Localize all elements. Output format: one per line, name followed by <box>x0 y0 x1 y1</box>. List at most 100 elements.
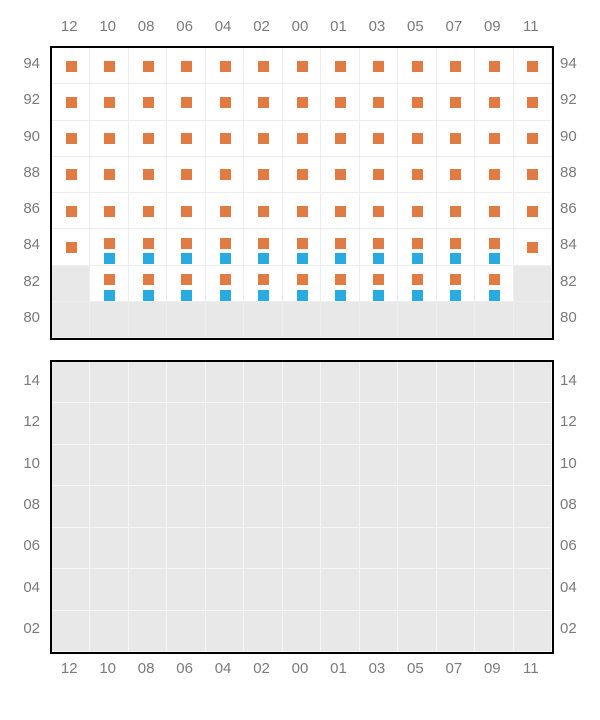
marker <box>527 169 538 180</box>
marker <box>143 169 154 180</box>
marker <box>181 169 192 180</box>
marker <box>104 290 115 301</box>
marker <box>297 206 308 217</box>
y-axis-label-right-bottom: 02 <box>560 620 600 637</box>
marker <box>104 61 115 72</box>
marker <box>258 253 269 264</box>
marker <box>104 133 115 144</box>
marker <box>143 97 154 108</box>
marker <box>335 274 346 285</box>
y-axis-label-left-bottom: 08 <box>0 496 40 513</box>
marker <box>66 97 77 108</box>
y-axis-label-left-bottom: 14 <box>0 372 40 389</box>
x-axis-label-top: 02 <box>244 18 280 35</box>
marker <box>220 290 231 301</box>
top-grid <box>50 46 554 340</box>
y-axis-label-left-bottom: 12 <box>0 413 40 430</box>
y-axis-label-right-top: 92 <box>560 91 600 108</box>
marker <box>335 97 346 108</box>
marker <box>220 274 231 285</box>
marker <box>335 238 346 249</box>
y-axis-label-right-bottom: 10 <box>560 455 600 472</box>
y-axis-label-left-bottom: 06 <box>0 537 40 554</box>
marker <box>450 133 461 144</box>
marker <box>489 274 500 285</box>
x-axis-label-bottom: 02 <box>244 660 280 677</box>
x-axis-label-top: 01 <box>320 18 356 35</box>
marker <box>335 290 346 301</box>
x-axis-label-bottom: 04 <box>205 660 241 677</box>
marker <box>220 169 231 180</box>
marker <box>258 206 269 217</box>
x-axis-label-bottom: 06 <box>167 660 203 677</box>
x-axis-label-bottom: 12 <box>51 660 87 677</box>
marker <box>489 97 500 108</box>
marker <box>489 290 500 301</box>
marker <box>258 133 269 144</box>
marker <box>104 97 115 108</box>
marker <box>143 290 154 301</box>
marker <box>258 238 269 249</box>
x-axis-label-bottom: 10 <box>90 660 126 677</box>
marker <box>297 253 308 264</box>
marker <box>412 253 423 264</box>
marker <box>104 253 115 264</box>
marker <box>450 290 461 301</box>
marker <box>373 97 384 108</box>
marker <box>143 206 154 217</box>
marker <box>489 61 500 72</box>
y-axis-label-right-top: 94 <box>560 55 600 72</box>
marker <box>297 61 308 72</box>
x-axis-label-bottom: 07 <box>436 660 472 677</box>
marker <box>373 274 384 285</box>
y-axis-label-left-bottom: 04 <box>0 579 40 596</box>
marker <box>297 274 308 285</box>
bottom-grid <box>50 360 554 654</box>
x-axis-label-bottom: 05 <box>397 660 433 677</box>
x-axis-label-top: 10 <box>90 18 126 35</box>
marker <box>412 290 423 301</box>
y-axis-label-left-top: 92 <box>0 91 40 108</box>
marker <box>450 253 461 264</box>
marker <box>450 61 461 72</box>
marker <box>66 206 77 217</box>
marker <box>450 169 461 180</box>
marker <box>258 274 269 285</box>
y-axis-label-left-top: 88 <box>0 164 40 181</box>
y-axis-label-right-bottom: 04 <box>560 579 600 596</box>
marker <box>143 133 154 144</box>
marker <box>181 253 192 264</box>
marker <box>527 97 538 108</box>
marker <box>143 253 154 264</box>
marker <box>258 169 269 180</box>
marker <box>335 169 346 180</box>
y-axis-label-left-top: 86 <box>0 200 40 217</box>
marker <box>181 290 192 301</box>
marker <box>104 169 115 180</box>
x-axis-label-top: 07 <box>436 18 472 35</box>
marker <box>335 133 346 144</box>
marker <box>450 274 461 285</box>
marker <box>527 61 538 72</box>
x-axis-label-top: 12 <box>51 18 87 35</box>
marker <box>220 238 231 249</box>
x-axis-label-top: 09 <box>474 18 510 35</box>
x-axis-label-bottom: 01 <box>320 660 356 677</box>
marker <box>373 238 384 249</box>
y-axis-label-left-bottom: 02 <box>0 620 40 637</box>
marker <box>220 61 231 72</box>
marker <box>373 290 384 301</box>
x-axis-label-top: 03 <box>359 18 395 35</box>
marker <box>527 206 538 217</box>
marker <box>258 61 269 72</box>
marker <box>220 97 231 108</box>
marker <box>489 238 500 249</box>
marker <box>450 97 461 108</box>
marker <box>181 238 192 249</box>
y-axis-label-left-top: 84 <box>0 236 40 253</box>
y-axis-label-right-top: 90 <box>560 128 600 145</box>
y-axis-label-right-top: 80 <box>560 309 600 326</box>
x-axis-label-bottom: 03 <box>359 660 395 677</box>
y-axis-label-left-top: 90 <box>0 128 40 145</box>
marker <box>220 253 231 264</box>
